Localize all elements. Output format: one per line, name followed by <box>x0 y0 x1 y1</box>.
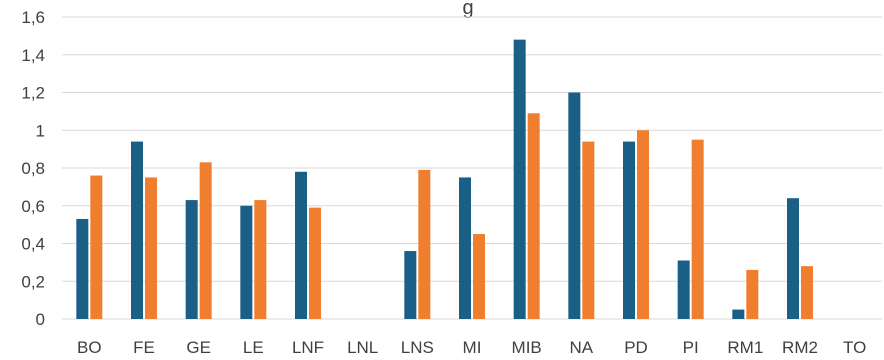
bar-series-2-mi <box>473 234 485 319</box>
y-tick-label: 1 <box>36 121 45 140</box>
x-tick-label: RM2 <box>782 338 818 357</box>
bar-series-1-lnf <box>295 171 307 319</box>
y-axis: 0 0,2 0,4 0,6 0,8 1 1,2 1,4 1,6 <box>21 8 45 329</box>
x-tick-label: MIB <box>512 338 542 357</box>
bar-series-1-pi <box>677 260 690 319</box>
bar-series-2-fe <box>145 177 157 319</box>
bar-series-1-lns <box>404 251 417 319</box>
x-tick-label: TO <box>843 338 866 357</box>
bar-series-2-na <box>582 141 595 319</box>
bar-series-2-lnf <box>309 207 321 319</box>
x-tick-label: LNS <box>401 338 434 357</box>
x-tick-label: GE <box>186 338 211 357</box>
bar-series-1-mib <box>513 39 526 320</box>
y-tick-label: 0,6 <box>21 197 45 216</box>
x-tick-label: LNF <box>292 338 324 357</box>
y-tick-label: 0,2 <box>21 272 45 291</box>
bar-series-1-rm1 <box>732 309 745 319</box>
bar-series-2-le <box>254 200 267 319</box>
bar-series-1-mi <box>459 177 471 319</box>
bar-series-2-mib <box>527 113 540 319</box>
y-tick-label: 1,4 <box>21 46 45 65</box>
x-tick-label: LE <box>243 338 264 357</box>
bar-series-1-na <box>568 92 581 319</box>
chart-title-fragment: g <box>462 0 473 19</box>
x-tick-label: MI <box>463 338 482 357</box>
bar-series-2-pd <box>637 130 649 319</box>
bar-series-1-rm2 <box>787 198 799 319</box>
y-tick-label: 0,4 <box>21 235 45 254</box>
bars <box>76 39 813 320</box>
bar-series-2-pi <box>691 139 704 319</box>
x-tick-label: FE <box>133 338 155 357</box>
x-tick-label: PI <box>683 338 699 357</box>
x-tick-label: PD <box>624 338 648 357</box>
x-tick-label: NA <box>570 338 594 357</box>
bar-series-2-ge <box>199 162 212 319</box>
x-tick-label: RM1 <box>727 338 763 357</box>
bar-series-1-bo <box>76 218 89 319</box>
y-tick-label: 1,2 <box>21 84 45 103</box>
bar-series-2-rm2 <box>801 266 813 319</box>
bar-series-2-bo <box>90 175 103 319</box>
x-axis: BO FE GE LE LNF LNL LNS MI MIB NA PD PI RM1 RM2 TO <box>77 338 866 357</box>
bar-series-2-rm1 <box>746 269 759 319</box>
bar-series-1-pd <box>623 141 635 319</box>
bar-series-1-ge <box>185 200 198 319</box>
bar-series-1-fe <box>131 141 143 319</box>
y-tick-label: 0,8 <box>21 159 45 178</box>
bar-series-1-le <box>240 205 253 319</box>
bar-series-2-lns <box>418 169 431 319</box>
x-tick-label: BO <box>77 338 102 357</box>
x-tick-label: LNL <box>347 338 378 357</box>
y-tick-label: 0 <box>36 310 45 329</box>
gridlines <box>62 16 882 320</box>
y-tick-label: 1,6 <box>21 8 45 27</box>
